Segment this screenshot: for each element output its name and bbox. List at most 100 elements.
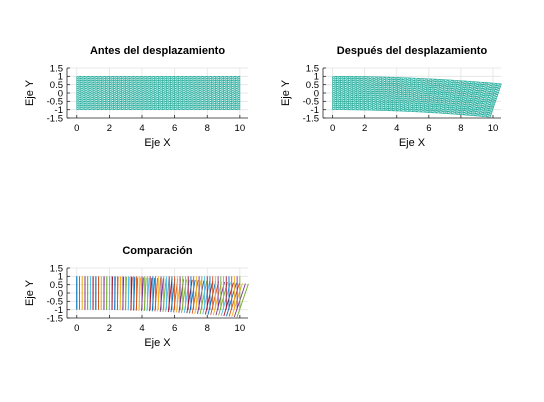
mesh-edge [207,107,212,110]
mesh-edge [190,96,196,100]
mesh-edge [437,98,442,101]
mesh-edge [80,107,86,110]
mesh-edge [413,92,418,96]
mesh-edge [405,86,411,89]
mesh-edge [145,98,151,102]
mesh-edge [364,76,370,80]
mesh-edge [364,107,369,111]
mesh-edge [145,82,151,85]
mesh-edge [340,80,345,83]
mesh-edge [207,92,212,96]
mesh-edge [486,86,492,90]
mesh-edge [227,78,232,81]
mesh-edge [474,81,480,85]
mesh-edge [491,83,498,86]
mesh-edge [376,97,382,101]
mesh-edge [439,79,445,82]
mesh-edge [360,80,366,84]
mesh-edge [420,99,426,102]
mesh-edge [211,88,216,92]
mesh-edge [340,90,345,94]
mesh-edge [162,107,167,110]
mesh-edge [393,91,398,95]
mesh-edge [332,80,337,83]
mesh-edge [457,80,463,83]
mesh-edge [368,88,374,92]
x-tick-label: 6 [426,123,431,134]
mesh-edge [231,94,236,98]
mesh-edge [141,103,147,106]
mesh-edge [429,95,435,99]
mesh-edge [397,79,403,83]
mesh-edge [332,92,337,96]
mesh-edge [356,107,361,111]
mesh-edge [336,105,341,108]
mesh-edge [97,84,102,88]
x-tick-label: 0 [74,123,79,134]
mesh-edge [154,86,159,90]
mesh-edge [113,98,118,102]
mesh-edge [410,82,415,85]
y-tick-label: 1.5 [50,63,63,74]
mesh-edge [376,82,382,86]
mesh-edge [360,84,366,88]
mesh-edge [235,86,241,90]
mesh-edge [336,103,341,106]
mesh-edge [384,93,390,97]
displaced-line [122,276,125,311]
mesh-edge [356,84,362,88]
mesh-edge [372,87,378,90]
mesh-edge [488,95,494,99]
mesh-edge [80,80,86,83]
mesh-edge [352,86,357,90]
y-tick-label: 0 [58,88,63,99]
mesh-edge [182,76,188,79]
mesh-edge [368,93,374,96]
mesh-edge [182,90,188,94]
mesh-edge [207,86,212,90]
mesh-edge [92,105,98,108]
mesh-edge [227,92,232,96]
mesh-edge [158,80,163,83]
mesh-edge [174,86,179,90]
mesh-edge [76,84,82,88]
mesh-edge [392,104,397,107]
mesh-edge [88,96,94,100]
mesh-edge [174,82,179,85]
mesh-edge [468,89,474,93]
mesh-edge [203,101,208,104]
mesh-edge [356,103,361,106]
mesh-edge [340,98,345,102]
displaced-line [191,280,199,314]
mesh-edge [80,84,86,88]
mesh-edge [137,86,143,90]
mesh-edge [332,105,337,108]
mesh-edge [465,102,471,105]
mesh-edge [479,94,485,98]
mesh-edge [466,96,472,99]
mesh-edge [482,101,487,104]
mesh-edge [455,90,460,94]
mesh-edge [463,110,469,114]
mesh-edge [459,89,465,92]
mesh-edge [129,80,135,83]
mesh-edge [408,109,413,112]
mesh-edge [456,103,462,107]
mesh-edge [454,93,460,96]
displaced-line [149,277,153,312]
mesh-edge [88,82,94,85]
mesh-edge [348,99,353,102]
mesh-edge [97,94,102,98]
displaced-line [199,280,208,315]
mesh-edge [215,78,220,81]
mesh-edge [113,101,118,104]
mesh-edge [476,90,482,93]
mesh-edge [412,105,417,108]
mesh-edge [473,83,479,87]
mesh-edge [372,89,378,92]
mesh-edge [80,92,86,96]
mesh-edge [211,86,216,90]
mesh-edge [92,76,98,79]
mesh-edge [332,90,337,94]
mesh-edge [97,88,102,92]
